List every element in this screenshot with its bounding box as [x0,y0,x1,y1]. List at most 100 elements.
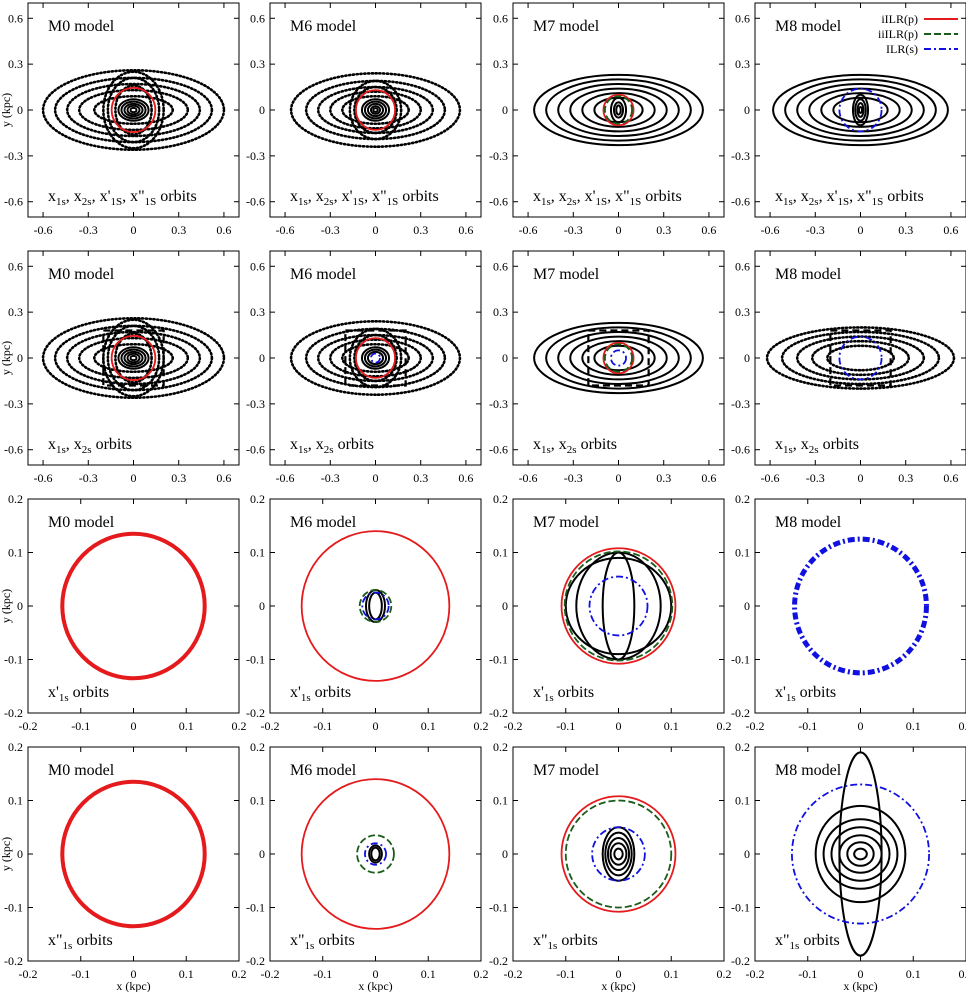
orbit-inner-3 [126,104,141,116]
orbit-x2-0 [114,332,153,384]
y-tick-label: 0.3 [735,305,750,319]
orbit-inner-2 [606,836,631,872]
y-tick-label: 0.6 [735,259,750,273]
model-label: M0 model [48,266,115,283]
x2-region-box [587,329,650,387]
orbit-inner-1 [120,348,147,368]
orbit-label: x'1s orbits [48,684,109,704]
orbit-x1-0 [341,342,410,374]
orbit-inner-4 [613,847,624,861]
orbit-inner-1 [822,818,899,890]
model-label: M8 model [775,514,842,531]
model-label: M6 model [290,762,357,779]
model-label: M6 model [290,514,357,531]
panel-r1-c3: -0.6 -0.3 0 0.3 0.6 0.6 0.3 0 -0.3 -0.6 M7 model x1… [489,2,725,237]
panel-frame [27,746,240,962]
x-tick-label: -0.6 [34,223,53,237]
panel-frame [512,498,725,714]
x-tick-label: 0 [616,719,622,733]
orbit-inner-1 [368,844,383,864]
x-tick-label: 0.1 [179,719,194,733]
orbit-inner-5 [853,847,868,861]
plot-area [792,536,929,676]
y-tick-label: 0 [259,351,265,365]
y-tick-label: 0.6 [8,11,23,25]
y-tick-label: -0.3 [489,397,508,411]
y-tick-label: 0 [502,351,508,365]
orbit-inner-0 [117,346,150,370]
x-tick-label: 0.1 [421,967,436,981]
panel-frame [27,498,240,714]
orbit-x1-4 [545,326,692,390]
x-tick-label: 0.6 [458,223,473,237]
y-tick-label: -0.6 [489,195,508,209]
panel-frame [754,2,966,218]
y-tick-label: 0.6 [8,259,23,273]
y-axis-label: y (kpc) [0,341,13,375]
orbit-x1-0 [341,94,410,126]
orbit-inner-2 [615,104,622,116]
y-tick-label: 0.6 [493,11,508,25]
y-tick-label: 0.1 [735,546,750,560]
plot-area [60,531,207,681]
x-tick-label: 0.1 [421,719,436,733]
x-tick-label: 0.3 [656,471,671,485]
orbit-inner-0 [851,93,870,127]
orbit-x1-1 [820,92,901,128]
orbit-x1-0 [93,94,174,126]
y-tick-label: -0.6 [4,195,23,209]
x-tick-label: -0.1 [798,967,817,981]
x-tick-label: 0.2 [232,967,247,981]
plot-area [533,321,704,395]
orbit-label: x1s, x2s orbits [533,436,617,456]
orbit-x1-1 [77,88,190,132]
plot-area [560,547,677,665]
orbit-label: x'1s orbits [290,684,351,704]
y-tick-label: 0.3 [735,57,750,71]
resonance-iiilrp [356,834,395,874]
x-tick-label: 0.2 [232,719,247,733]
plot-area [289,320,462,396]
x-tick-label: -0.3 [806,223,825,237]
orbit-x2-1 [348,327,403,389]
y-tick-label: 0 [744,599,750,613]
legend-entry: iILR(p) [881,12,918,26]
y-tick-label: 0.3 [250,305,265,319]
resonance-iilrp [60,779,207,929]
model-label: M7 model [533,18,600,35]
x-tick-label: -0.2 [261,967,280,981]
orbit-inner-3 [857,105,864,115]
y-tick-label: -0.3 [246,397,265,411]
x-tick-label: -0.1 [798,719,817,733]
orbit-x1-0 [832,96,889,124]
orbit-x1-3 [557,331,680,385]
orbit-x1-0 [593,344,644,372]
y-tick-label: 0 [259,599,265,613]
y-tick-label: -0.1 [731,653,750,667]
model-label: M6 model [290,266,357,283]
y-tick-label: 0.2 [250,492,265,506]
orbit-label: x1s, x2s orbits [48,436,132,456]
x-axis-label: x (kpc) [358,979,392,992]
x-tick-label: -0.6 [761,471,780,485]
legend: iILR(p)iiILR(p)ILR(s) [878,12,958,56]
resonance-iilrp [110,334,157,382]
resonance-ilrs [838,87,883,133]
x-tick-label: -0.6 [761,223,780,237]
resonance-ilrs [588,575,649,637]
x-tick-label: -0.1 [313,719,332,733]
y-tick-label: 0.6 [493,259,508,273]
orbit-inner-4 [129,106,138,114]
orbit-inner-0 [370,846,381,862]
y-tick-label: 0.1 [493,794,508,808]
plot-area [60,779,207,929]
orbit-x1-3 [780,330,941,386]
panel-frame [269,250,482,466]
panel-r2-c2: -0.6 -0.3 0 0.3 0.6 0.6 0.3 0 -0.3 -0.6 M6 model x1… [246,250,482,485]
x-tick-label: -0.3 [564,223,583,237]
x-tick-label: 0.1 [664,967,679,981]
orbit-x1-5 [772,73,949,147]
y-tick-label: -0.6 [731,195,750,209]
x-tick-label: -0.1 [71,967,90,981]
x-tick-label: -0.6 [276,471,295,485]
